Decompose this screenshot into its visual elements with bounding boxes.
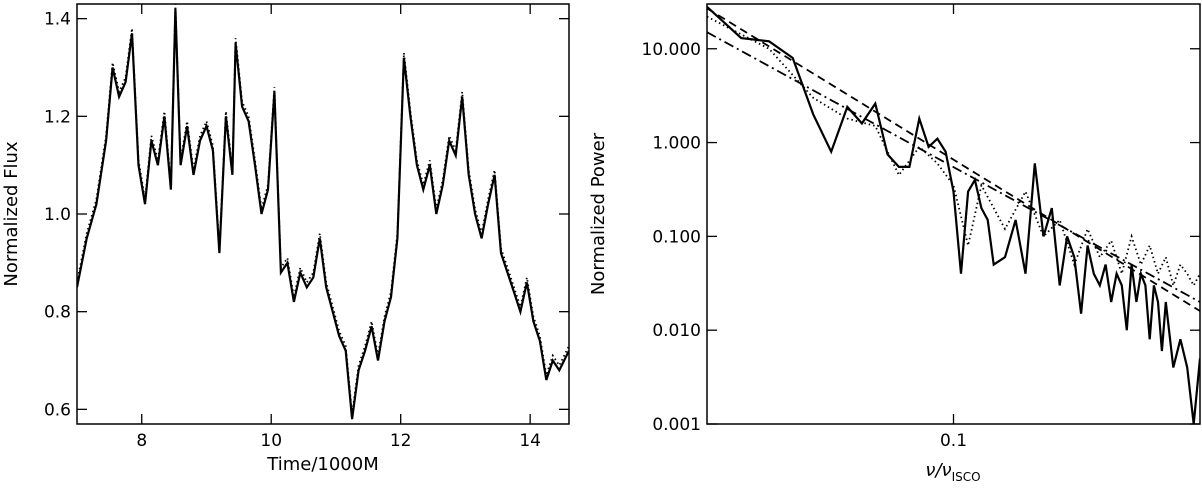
- power-ticks: 0.1 0.001 0.010 0.100 1.000 10.000: [642, 4, 1200, 451]
- y-tick-label: 0.010: [652, 321, 701, 341]
- y-tick-label: 1.000: [652, 134, 701, 154]
- y-tick-label: 0.6: [44, 400, 71, 420]
- x-tick-label: 0.1: [940, 431, 967, 451]
- series-line-dotted: [707, 15, 1200, 289]
- series-line-solid: [77, 8, 569, 420]
- series-line-dotted: [77, 4, 569, 415]
- x-tick-label: 8: [136, 431, 147, 451]
- y-tick-label: 1.2: [44, 107, 71, 127]
- y-tick-label: 0.001: [652, 415, 701, 435]
- power-y-axis-label: Normalized Power: [588, 132, 609, 295]
- flux-y-axis-label: Normalized Flux: [1, 141, 22, 287]
- power-series-lines: [707, 5, 1200, 424]
- y-tick-label: 0.100: [652, 227, 701, 247]
- power-x-axis-label: ν/νISCO: [925, 460, 980, 484]
- power-plot-frame: [706, 3, 1201, 425]
- series-line-solid: [707, 5, 1200, 424]
- y-tick-label: 0.8: [44, 303, 71, 323]
- x-tick-label: 14: [519, 431, 541, 451]
- series-line-dashed: [707, 7, 1200, 312]
- x-tick-label: 12: [390, 431, 412, 451]
- y-tick-label: 1.0: [44, 205, 71, 225]
- flux-x-axis-label: Time/1000M: [266, 454, 378, 475]
- power-x-axis-label-sub: ISCO: [952, 470, 981, 484]
- flux-ticks: 8 10 12 14 0.6 0.8 1.0 1.2 1.4: [44, 4, 569, 451]
- x-tick-label: 10: [260, 431, 282, 451]
- flux-lightcurve-panel: 8 10 12 14 0.6 0.8 1.0 1.2 1.4 Time/1000M Normal…: [1, 3, 570, 475]
- power-spectrum-panel: 0.1 0.001 0.010 0.100 1.000 10.000 ν/νISCO No…: [588, 3, 1201, 484]
- series-line-dashdot: [707, 31, 1200, 303]
- flux-plot-frame: [76, 3, 570, 425]
- y-tick-label: 1.4: [44, 10, 71, 30]
- power-x-axis-label-main: ν/ν: [925, 460, 951, 481]
- flux-series-lines: [77, 4, 569, 420]
- y-tick-label: 10.000: [642, 40, 701, 60]
